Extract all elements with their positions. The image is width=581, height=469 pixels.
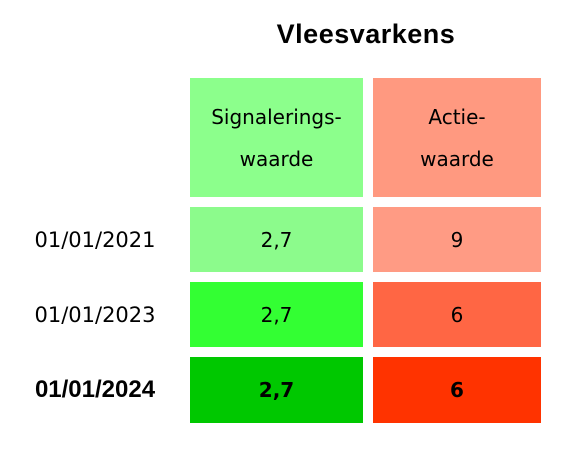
header-text: Signalerings-	[211, 104, 342, 129]
cell: 6	[373, 357, 541, 423]
header-text: Actie-	[428, 104, 486, 129]
header-text: waarde	[239, 146, 314, 171]
row-label: 01/01/2023	[34, 302, 156, 327]
cell: 2,7	[190, 207, 363, 272]
header-cell: Signalerings- waarde	[190, 78, 363, 197]
cell: 9	[373, 207, 541, 272]
header-cell: Actie- waarde	[373, 78, 541, 197]
row-label: 01/01/2021	[34, 227, 156, 252]
header-text: waarde	[420, 146, 494, 171]
row-label: 01/01/2024	[34, 376, 156, 403]
cell: 2,7	[190, 282, 363, 347]
cell: 2,7	[190, 357, 363, 423]
cell: 6	[373, 282, 541, 347]
title: Vleesvarkens	[276, 18, 456, 49]
